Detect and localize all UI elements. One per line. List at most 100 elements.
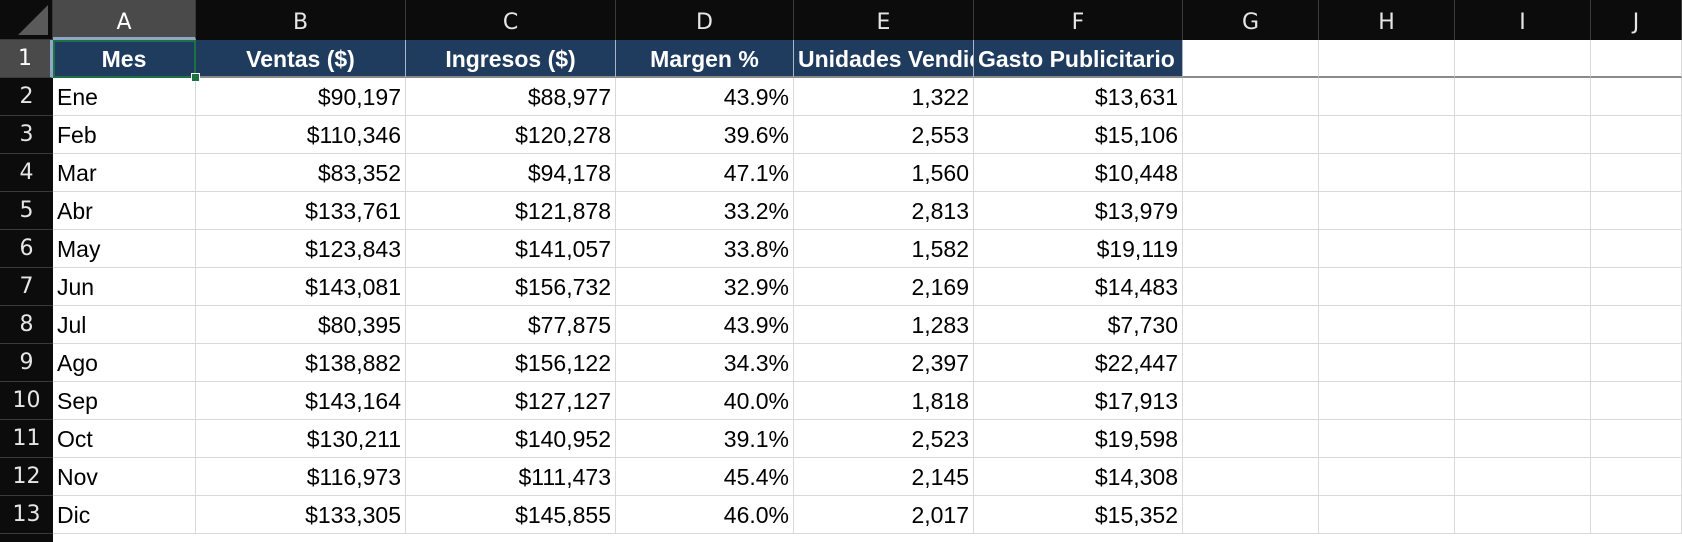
empty-cell[interactable] (1591, 306, 1682, 344)
table-cell[interactable]: $140,952 (406, 420, 616, 458)
empty-cell[interactable] (1455, 420, 1591, 458)
table-cell[interactable]: 34.3% (616, 344, 794, 382)
empty-cell[interactable] (1183, 116, 1319, 154)
table-cell[interactable]: Jul (53, 306, 196, 344)
table-cell[interactable]: 1,560 (794, 154, 974, 192)
empty-cell[interactable] (1455, 116, 1591, 154)
table-cell[interactable]: 2,169 (794, 268, 974, 306)
empty-cell[interactable] (1319, 154, 1455, 192)
column-header-d[interactable]: D (616, 0, 794, 40)
empty-cell[interactable] (1455, 78, 1591, 116)
empty-cell[interactable] (1591, 420, 1682, 458)
table-cell[interactable]: $94,178 (406, 154, 616, 192)
table-cell[interactable]: Ago (53, 344, 196, 382)
table-cell[interactable]: 1,818 (794, 382, 974, 420)
column-header-i[interactable]: I (1455, 0, 1591, 40)
table-cell[interactable]: $133,761 (196, 192, 406, 230)
empty-cell[interactable] (1591, 154, 1682, 192)
empty-cell[interactable] (1455, 40, 1591, 78)
table-cell[interactable]: 43.9% (616, 306, 794, 344)
empty-cell[interactable] (1591, 344, 1682, 382)
row-header-4[interactable]: 4 (0, 154, 53, 192)
table-cell[interactable]: 39.1% (616, 420, 794, 458)
column-header-h[interactable]: H (1319, 0, 1455, 40)
empty-cell[interactable] (1591, 268, 1682, 306)
empty-cell[interactable] (1183, 40, 1319, 78)
empty-cell[interactable] (1319, 268, 1455, 306)
table-cell[interactable]: 43.9% (616, 78, 794, 116)
table-cell[interactable]: $121,878 (406, 192, 616, 230)
table-cell[interactable]: 33.8% (616, 230, 794, 268)
header-cell-f[interactable]: Gasto Publicitario ($) (974, 40, 1183, 78)
empty-cell[interactable] (1591, 40, 1682, 78)
table-cell[interactable]: $14,483 (974, 268, 1183, 306)
table-cell[interactable]: $143,164 (196, 382, 406, 420)
table-cell[interactable]: $83,352 (196, 154, 406, 192)
table-cell[interactable]: $143,081 (196, 268, 406, 306)
table-cell[interactable]: $145,855 (406, 496, 616, 534)
table-cell[interactable]: 32.9% (616, 268, 794, 306)
empty-cell[interactable] (1591, 230, 1682, 268)
column-header-b[interactable]: B (196, 0, 406, 40)
empty-cell[interactable] (1183, 154, 1319, 192)
empty-cell[interactable] (1183, 496, 1319, 534)
table-cell[interactable]: Sep (53, 382, 196, 420)
table-cell[interactable]: 2,523 (794, 420, 974, 458)
table-cell[interactable]: $156,122 (406, 344, 616, 382)
cell-grid[interactable]: Mes Ventas ($) Ingresos ($) Margen % Unidade… (53, 40, 1682, 542)
table-cell[interactable]: 2,017 (794, 496, 974, 534)
empty-cell[interactable] (1319, 116, 1455, 154)
table-cell[interactable]: $123,843 (196, 230, 406, 268)
empty-cell[interactable] (1319, 458, 1455, 496)
table-cell[interactable]: $90,197 (196, 78, 406, 116)
table-cell[interactable]: $19,119 (974, 230, 1183, 268)
table-cell[interactable]: $10,448 (974, 154, 1183, 192)
empty-cell[interactable] (1455, 496, 1591, 534)
header-cell-e[interactable]: Unidades Vendidas (794, 40, 974, 78)
table-cell[interactable]: Dic (53, 496, 196, 534)
table-cell[interactable]: $120,278 (406, 116, 616, 154)
table-cell[interactable]: $17,913 (974, 382, 1183, 420)
empty-cell[interactable] (1183, 458, 1319, 496)
row-header-10[interactable]: 10 (0, 382, 53, 420)
table-cell[interactable]: $14,308 (974, 458, 1183, 496)
table-cell[interactable]: Mar (53, 154, 196, 192)
table-cell[interactable]: $111,473 (406, 458, 616, 496)
row-header-3[interactable]: 3 (0, 116, 53, 154)
table-cell[interactable]: $15,106 (974, 116, 1183, 154)
table-cell[interactable]: $127,127 (406, 382, 616, 420)
table-cell[interactable]: 1,582 (794, 230, 974, 268)
empty-cell[interactable] (1455, 344, 1591, 382)
empty-cell[interactable] (1319, 420, 1455, 458)
column-header-c[interactable]: C (406, 0, 616, 40)
table-cell[interactable]: 1,283 (794, 306, 974, 344)
table-cell[interactable]: 33.2% (616, 192, 794, 230)
table-cell[interactable]: 2,553 (794, 116, 974, 154)
table-cell[interactable]: 1,322 (794, 78, 974, 116)
empty-cell[interactable] (1319, 40, 1455, 78)
table-cell[interactable]: $133,305 (196, 496, 406, 534)
table-cell[interactable]: $13,979 (974, 192, 1183, 230)
empty-cell[interactable] (1591, 382, 1682, 420)
table-cell[interactable]: 2,145 (794, 458, 974, 496)
table-cell[interactable]: $77,875 (406, 306, 616, 344)
table-cell[interactable]: $141,057 (406, 230, 616, 268)
empty-cell[interactable] (1319, 496, 1455, 534)
empty-cell[interactable] (1319, 192, 1455, 230)
empty-cell[interactable] (1319, 78, 1455, 116)
row-header-8[interactable]: 8 (0, 306, 53, 344)
table-cell[interactable]: May (53, 230, 196, 268)
table-cell[interactable]: $80,395 (196, 306, 406, 344)
table-cell[interactable]: 45.4% (616, 458, 794, 496)
header-cell-d[interactable]: Margen % (616, 40, 794, 78)
empty-cell[interactable] (1591, 116, 1682, 154)
empty-cell[interactable] (1591, 496, 1682, 534)
empty-cell[interactable] (1183, 420, 1319, 458)
empty-cell[interactable] (1455, 192, 1591, 230)
table-cell[interactable]: $22,447 (974, 344, 1183, 382)
row-header-6[interactable]: 6 (0, 230, 53, 268)
empty-cell[interactable] (1591, 78, 1682, 116)
row-header-12[interactable]: 12 (0, 458, 53, 496)
empty-cell[interactable] (1455, 154, 1591, 192)
